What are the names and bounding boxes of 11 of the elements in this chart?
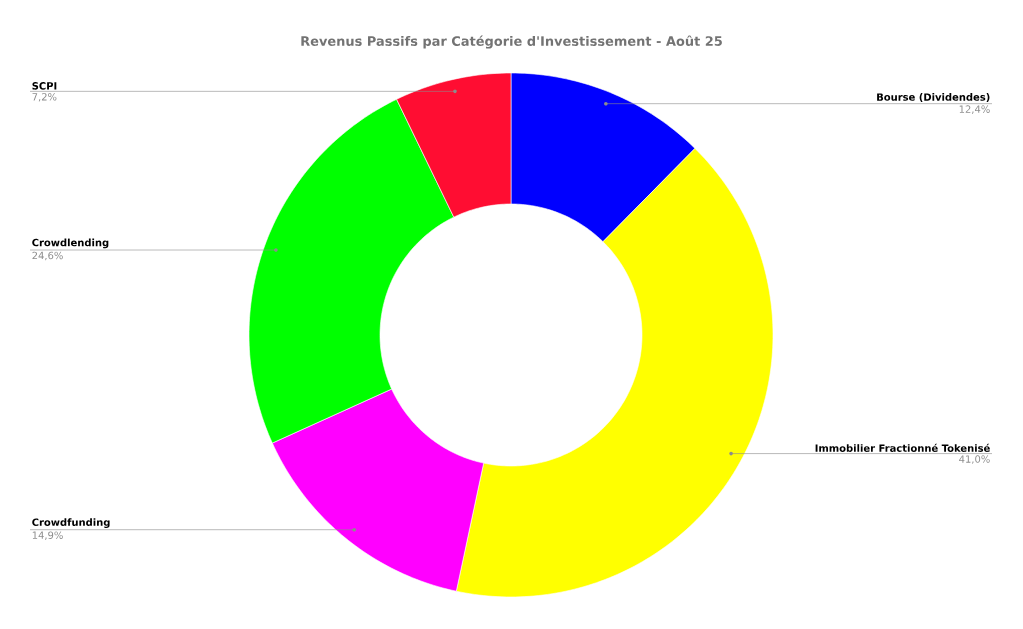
chart-title: Revenus Passifs par Catégorie d'Investissement - Août 25 [301,35,722,49]
data-label: 14,9% [32,531,63,540]
slice-label: Crowdfunding [32,518,110,529]
slice-label: Bourse (Dividendes) [877,93,990,102]
data-label: 41,0% [959,455,990,464]
slice-label: SCPI [32,82,57,90]
data-label: 12,4% [959,105,990,114]
data-label: 24,6% [32,251,63,261]
slice-label: Crowdlending [32,238,109,249]
slice-label: Immobilier Fractionné Tokenisé [815,443,990,452]
data-label: 7,2% [32,93,57,102]
